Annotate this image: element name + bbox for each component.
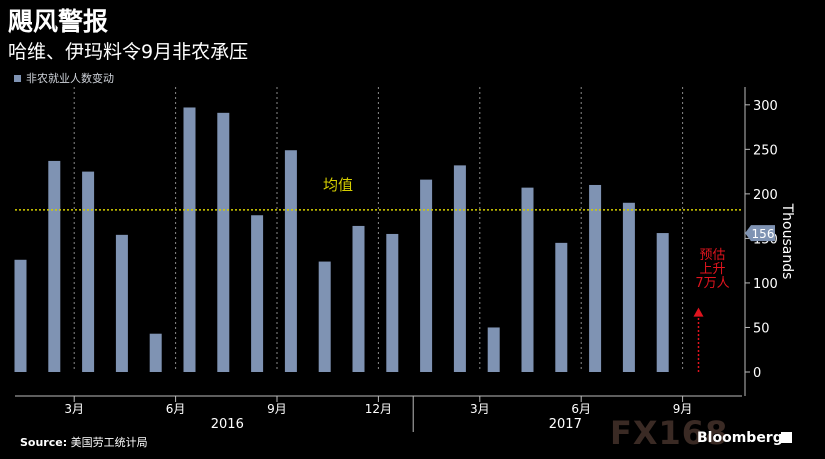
forecast-annotation: 预估 (699, 248, 725, 263)
y-tick-label: 100 (753, 277, 778, 292)
bar (82, 171, 95, 372)
y-tick-label: 300 (753, 99, 778, 114)
bar (622, 202, 635, 372)
bar (115, 234, 128, 372)
bar (251, 215, 264, 372)
bar (656, 233, 669, 372)
bar (284, 150, 297, 372)
legend: 非农就业人数变动 (14, 70, 114, 86)
x-tick-label: 6月 (166, 402, 186, 416)
bar (386, 233, 399, 372)
bar (487, 327, 500, 372)
bar (149, 333, 162, 372)
y-tick-label: 0 (753, 366, 761, 381)
mean-label: 均值 (323, 176, 353, 194)
x-tick-label: 3月 (64, 402, 84, 416)
x-tick-label: 6月 (571, 402, 591, 416)
x-tick-label: 3月 (470, 402, 490, 416)
year-label: 2016 (211, 417, 244, 432)
x-tick-label: 12月 (365, 402, 392, 416)
x-tick-label: 9月 (267, 402, 287, 416)
bar (183, 107, 196, 372)
year-label: 2017 (549, 417, 582, 432)
source-label: Source: (20, 436, 68, 449)
x-tick-label: 9月 (673, 402, 693, 416)
bar (453, 165, 466, 372)
bar (521, 187, 534, 372)
chart-title: 飓风警报 (8, 7, 109, 36)
bar (48, 160, 61, 372)
bloomberg-icon (781, 432, 792, 443)
y-tick-label: 50 (753, 321, 770, 336)
last-value-badge (745, 225, 775, 242)
y-tick-label: 200 (753, 188, 778, 203)
bar (555, 242, 568, 372)
bloomberg-logo: Bloomberg (697, 430, 783, 446)
y-axis-label: Thousands (779, 203, 795, 280)
forecast-annotation: 7万人 (695, 276, 729, 291)
source-note: Source: 美国劳工统计局 (20, 434, 148, 450)
bar (318, 261, 331, 372)
forecast-annotation: 上升 (699, 262, 725, 277)
bar (14, 259, 27, 372)
forecast-arrow-head (693, 307, 704, 317)
chart-subtitle: 哈维、伊玛料令9月非农承压 (8, 41, 249, 63)
bar (420, 179, 433, 372)
fx168-watermark: FX168 (610, 414, 729, 452)
bar (352, 225, 365, 372)
legend-label: 非农就业人数变动 (26, 72, 114, 85)
bar (589, 184, 602, 372)
y-tick-label: 250 (753, 143, 778, 158)
bar (217, 112, 230, 372)
last-value-label: 156 (752, 227, 775, 241)
legend-swatch (14, 74, 21, 82)
source-text: 美国劳工统计局 (70, 436, 148, 449)
